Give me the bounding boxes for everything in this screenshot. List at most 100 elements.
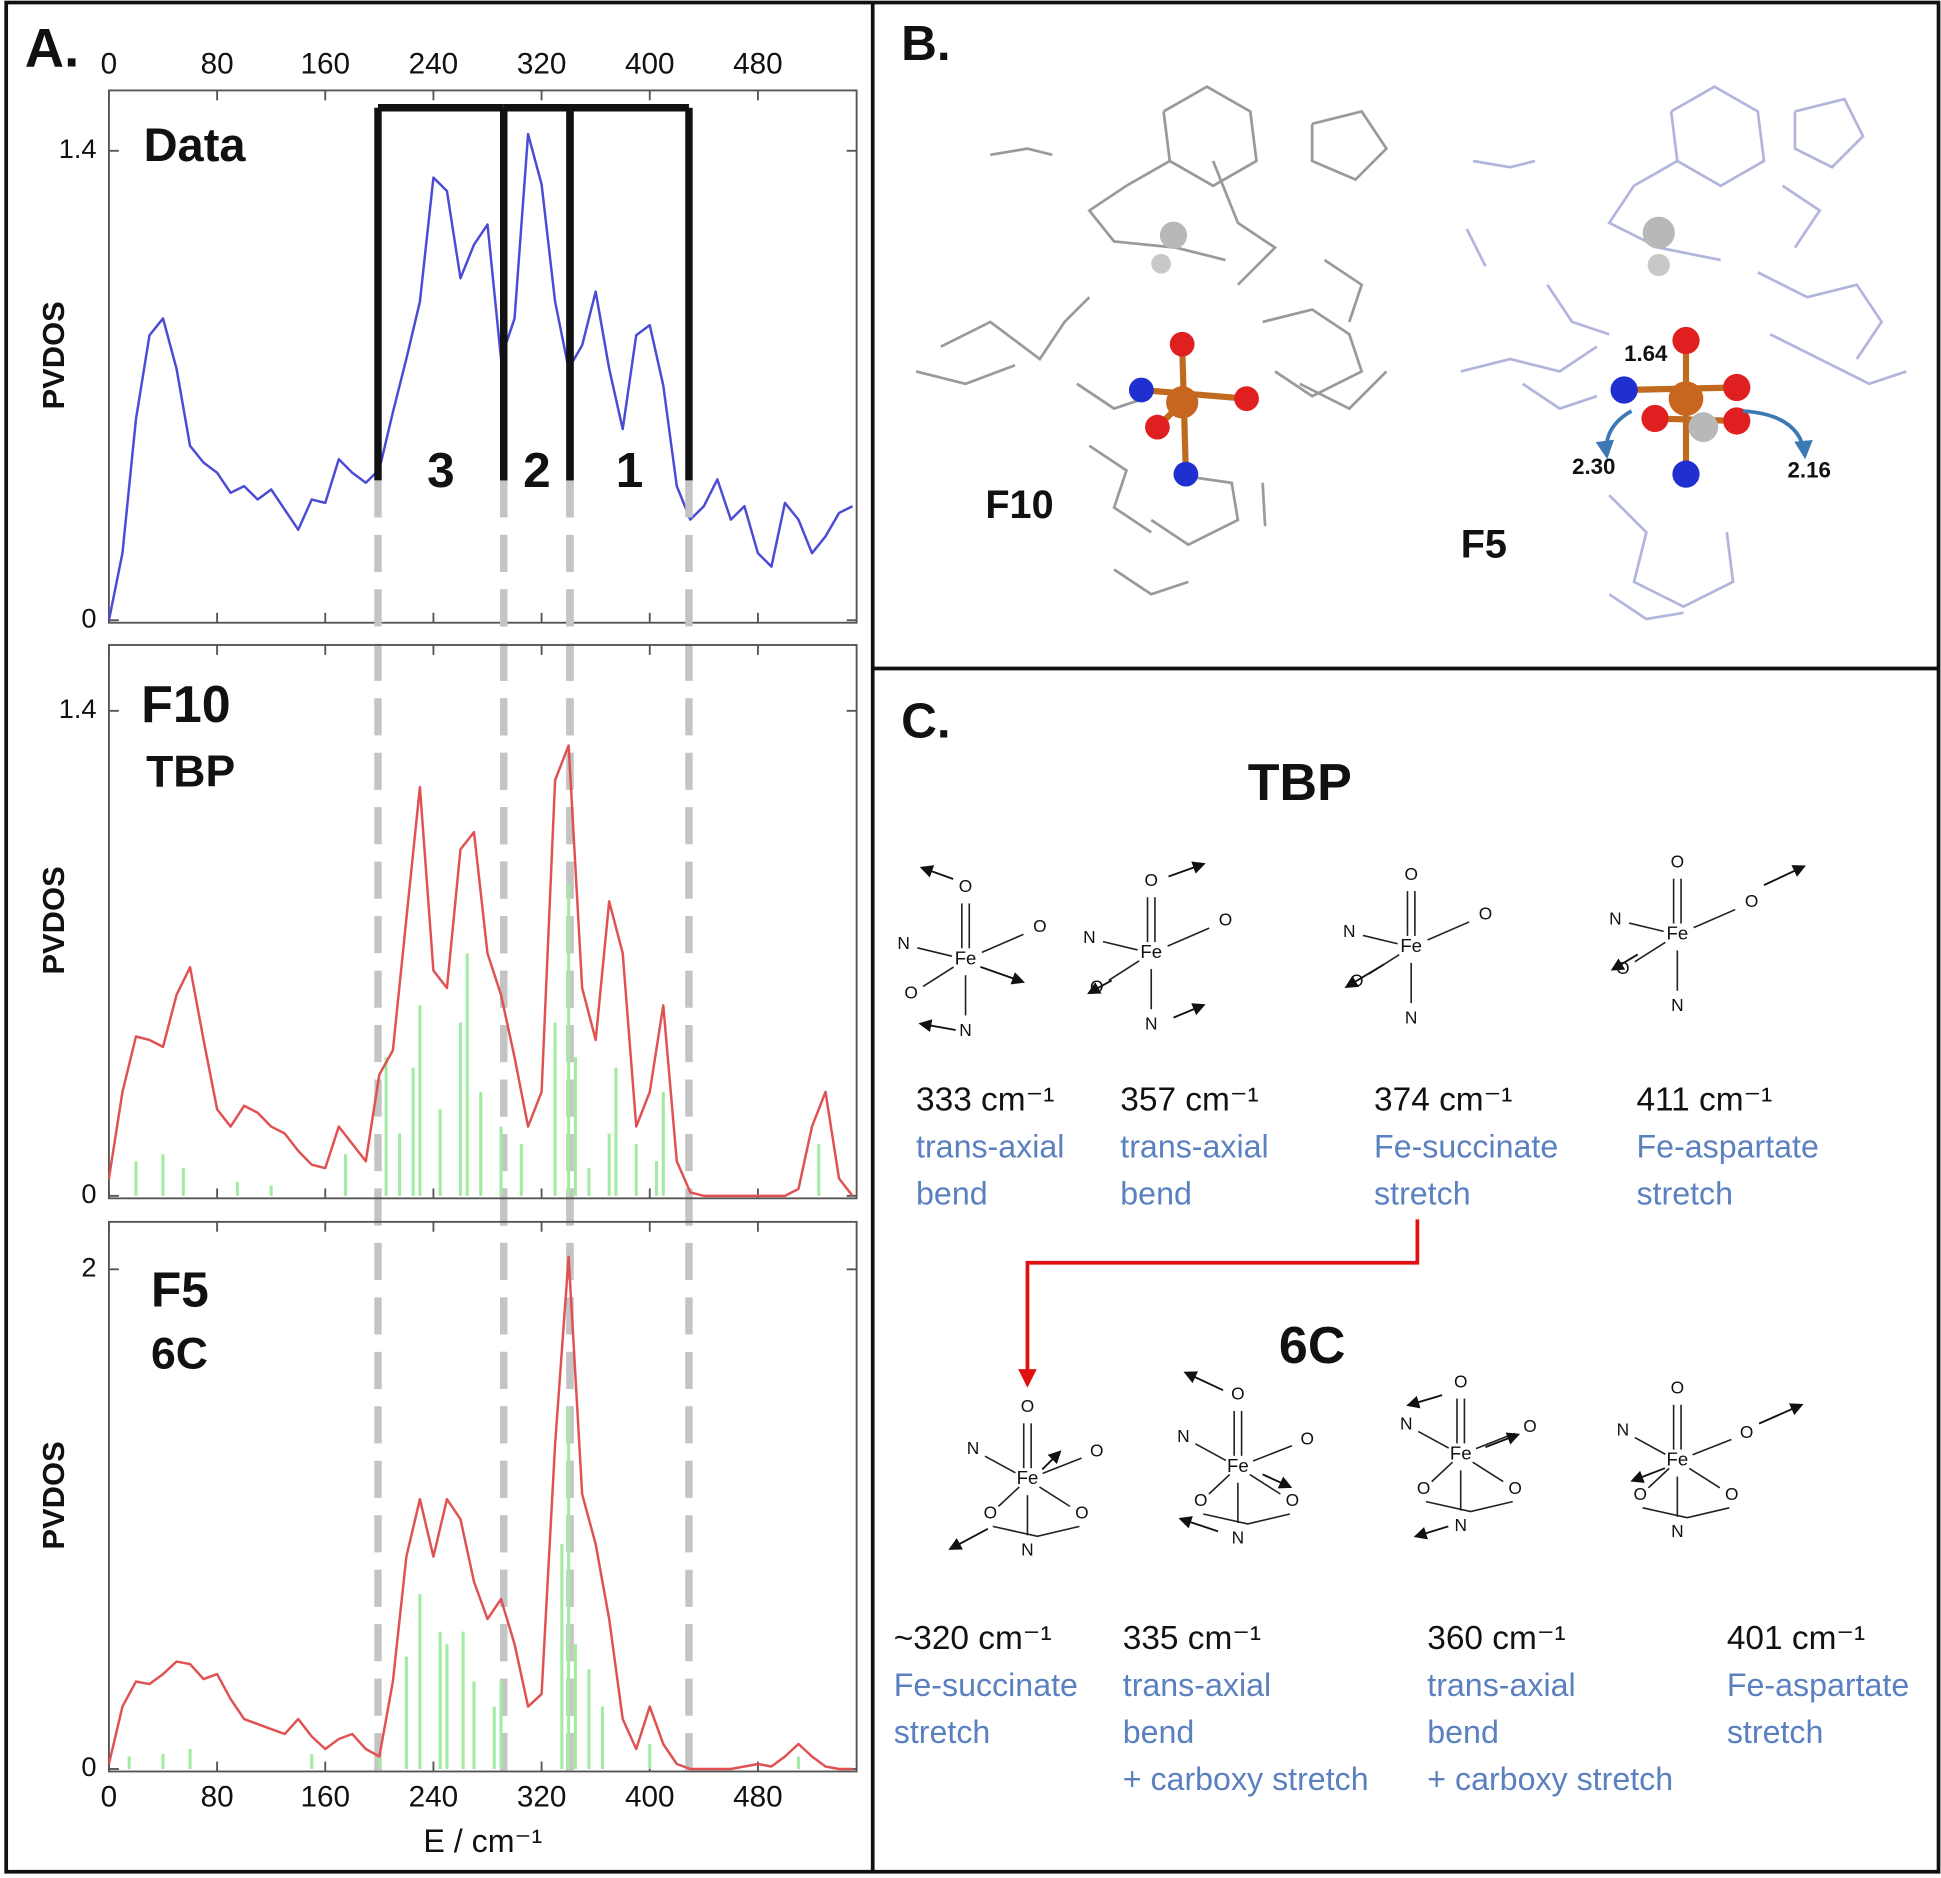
data-line — [107, 1255, 853, 1771]
y-axis-label: PVDOS — [36, 866, 71, 974]
motion-arrow — [1041, 1450, 1062, 1471]
bond — [1417, 1430, 1450, 1449]
ring-bond — [1425, 1500, 1513, 1513]
atom-label: Fe — [1227, 1455, 1249, 1476]
motion-arrow — [1173, 1003, 1206, 1019]
molecule-f10 — [915, 85, 1389, 596]
bond — [1475, 1432, 1516, 1450]
group-title: TBP — [1248, 754, 1352, 812]
bond — [1108, 960, 1140, 981]
atom-label: N — [1343, 921, 1356, 941]
group-title: 6C — [1279, 1317, 1345, 1375]
atom-label: N — [1232, 1527, 1245, 1547]
chart-title: Data — [144, 118, 247, 171]
mode-description: stretch — [1374, 1175, 1471, 1211]
atom-label: O — [1300, 1428, 1313, 1448]
atom-label: O — [1740, 1422, 1753, 1442]
mode-frequency: 357 cm⁻¹ — [1120, 1082, 1258, 1119]
fe-site-f5 — [1595, 216, 1813, 488]
motion-arrow — [1406, 1394, 1443, 1409]
motion-arrow — [1262, 1473, 1293, 1489]
connector-arrow — [1018, 1219, 1420, 1388]
mode-description: trans-axial — [1123, 1667, 1271, 1703]
x-tick-label: 0 — [101, 48, 118, 81]
atom-label: O — [1725, 1484, 1738, 1504]
atom-label: O — [1671, 1378, 1684, 1398]
atom-label: O — [904, 983, 917, 1003]
motion-arrow — [1183, 1371, 1224, 1392]
atom-label: N — [1021, 1540, 1034, 1560]
plot-frame — [108, 89, 858, 624]
motion-arrow — [1168, 861, 1206, 878]
bond — [1252, 1444, 1293, 1462]
chart-title: F10 — [141, 676, 231, 734]
chart-title: F5 — [151, 1263, 209, 1318]
bond — [1693, 908, 1736, 929]
atom-label: Fe — [1450, 1442, 1472, 1463]
atom-label: Fe — [1667, 1449, 1689, 1470]
atom-label: O — [1745, 891, 1758, 911]
atom-label: O — [984, 1503, 997, 1523]
mode-description: + carboxy stretch — [1123, 1761, 1369, 1797]
atom-label: O — [1417, 1478, 1430, 1498]
mode-description: Fe-aspartate — [1727, 1667, 1909, 1703]
bond — [1688, 1467, 1721, 1489]
mode-description: Fe-aspartate — [1636, 1128, 1818, 1164]
y-tick-label: 1.4 — [59, 693, 97, 724]
x-tick-label: 160 — [300, 48, 350, 81]
atom-label: N — [897, 933, 910, 953]
ring-bond — [1642, 1507, 1730, 1519]
mode-description: + carboxy stretch — [1427, 1761, 1673, 1797]
mode-description: stretch — [1727, 1714, 1824, 1750]
bond — [922, 966, 954, 988]
atom-label: O — [1090, 1441, 1103, 1461]
outer-border — [4, 0, 1941, 1874]
chart-subtitle: 6C — [151, 1330, 208, 1379]
atom-label: O — [1021, 1396, 1034, 1416]
mode-schematics: O N N O O Fe O N N O O Fe O N N O O Fe O N N O O Fe O N N O O O Fe O N N O… — [897, 851, 1806, 1560]
atom-label: O — [1075, 1503, 1088, 1523]
atom-label: N — [1145, 1014, 1158, 1034]
x-tick-label: 480 — [733, 48, 783, 81]
mode-description: bend — [1120, 1175, 1192, 1211]
atom-label: O — [1219, 910, 1232, 930]
atom-label: N — [1177, 1426, 1190, 1446]
x-tick-label: 400 — [625, 1781, 675, 1814]
bond — [1102, 940, 1138, 951]
data-line — [107, 132, 854, 621]
bond — [1431, 1461, 1454, 1483]
ring-bond — [992, 1525, 1080, 1538]
motion-arrow — [1630, 1467, 1666, 1483]
motion-arrow — [1087, 979, 1113, 995]
plot-frame — [108, 644, 858, 1200]
mode-frequency: 335 cm⁻¹ — [1123, 1620, 1261, 1657]
atom-label: N — [1083, 927, 1096, 947]
mode-description: stretch — [894, 1714, 991, 1750]
atom-label: O — [1231, 1384, 1244, 1404]
atom-label: O — [1194, 1490, 1207, 1510]
motion-arrow — [948, 1528, 989, 1550]
mode-description: Fe-succinate — [1374, 1128, 1558, 1164]
atom-label: O — [1454, 1371, 1467, 1391]
bond — [1195, 1443, 1227, 1462]
distance-label: 2.30 — [1572, 454, 1615, 479]
bond — [1038, 1486, 1071, 1508]
mode-frequency: ~320 cm⁻¹ — [894, 1620, 1052, 1657]
motion-arrow — [1178, 1516, 1219, 1533]
y-tick-label: 1.4 — [59, 133, 97, 164]
region-label: 1 — [616, 443, 644, 498]
atom-label: O — [959, 876, 972, 896]
y-tick-label: 0 — [81, 1751, 96, 1782]
x-tick-label: 80 — [201, 48, 234, 81]
bond — [1647, 1467, 1670, 1489]
panel-label: B. — [901, 16, 950, 71]
bond — [1427, 921, 1470, 941]
atom-label: O — [1523, 1416, 1536, 1436]
bond — [1634, 1436, 1666, 1455]
plot-frame — [108, 1220, 858, 1773]
atom-label: N — [959, 1020, 972, 1040]
mode-description: Fe-succinate — [894, 1667, 1078, 1703]
motion-arrow — [980, 965, 1025, 985]
bond — [1208, 1473, 1231, 1495]
